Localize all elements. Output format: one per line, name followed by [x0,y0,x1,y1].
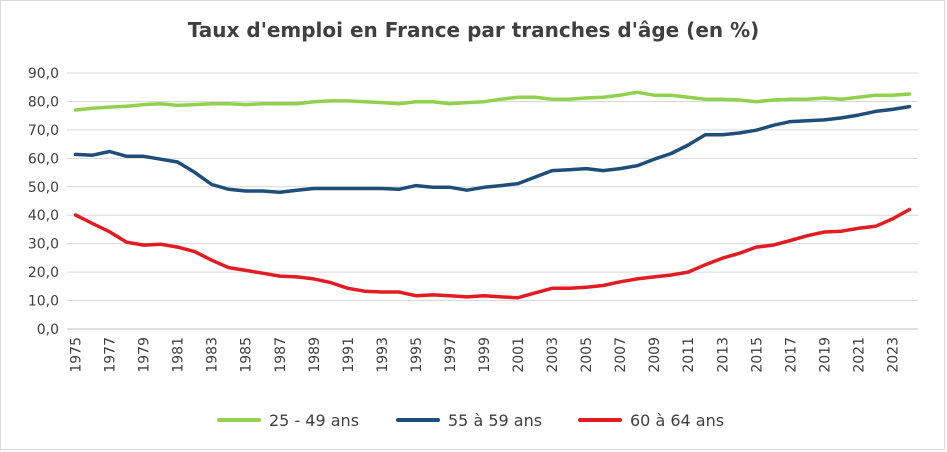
x-tick-label: 2001 [511,337,527,373]
x-tick-label: 2017 [783,337,799,373]
x-tick-label: 1975 [69,337,85,373]
y-tick-label: 20,0 [28,265,59,281]
x-tick-label: 1985 [239,337,255,373]
y-tick-label: 90,0 [28,66,59,82]
x-tick-label: 2007 [613,337,629,373]
y-tick-label: 40,0 [28,208,59,224]
series-line-3 [73,207,912,300]
y-tick-label: 10,0 [28,294,59,310]
x-tick-label: 1993 [375,337,391,373]
y-axis-ticks: 0,0 10,0 20,0 30,0 40,0 50,0 60,0 70,0 80,0 90,0 [28,66,59,338]
x-tick-label: 1999 [477,337,493,373]
x-tick-label: 1995 [409,337,425,373]
chart-title: Taux d'emploi en France par tranches d'â… [187,18,760,42]
legend-label: 25 - 49 ans [269,411,359,430]
series-lines [73,90,912,300]
x-tick-label: 2011 [681,337,697,373]
legend-label: 60 à 64 ans [630,411,724,430]
x-tick-label: 1991 [341,337,357,373]
y-tick-label: 70,0 [28,123,59,139]
gridlines [67,72,918,330]
x-tick-label: 2021 [851,337,867,373]
x-tick-label: 2005 [579,337,595,373]
x-tick-label: 1983 [205,337,221,373]
y-tick-label: 80,0 [28,94,59,110]
x-tick-label: 1979 [137,337,153,373]
x-tick-label: 1989 [307,337,323,373]
y-tick-label: 50,0 [28,180,59,196]
x-tick-label: 2009 [647,337,663,373]
x-tick-label: 2019 [817,337,833,373]
legend-label: 55 à 59 ans [448,411,542,430]
y-tick-label: 30,0 [28,237,59,253]
y-tick-label: 0,0 [37,322,59,338]
x-tick-label: 1997 [443,337,459,373]
x-tick-label: 2015 [749,337,765,373]
series-line-1 [73,90,912,112]
legend: 25 - 49 ans 55 à 59 ans 60 à 64 ans [217,411,724,430]
y-tick-label: 60,0 [28,151,59,167]
x-tick-label: 1981 [171,337,187,373]
series-line-2 [73,104,912,194]
x-tick-label: 1977 [103,337,119,373]
x-tick-label: 2013 [715,337,731,373]
x-tick-label: 2003 [545,337,561,373]
x-axis-ticks: 1975 1977 1979 1981 1983 1985 1987 1989 1991 1993… [69,337,902,373]
x-tick-label: 2023 [885,337,901,373]
x-tick-label: 1987 [273,337,289,373]
